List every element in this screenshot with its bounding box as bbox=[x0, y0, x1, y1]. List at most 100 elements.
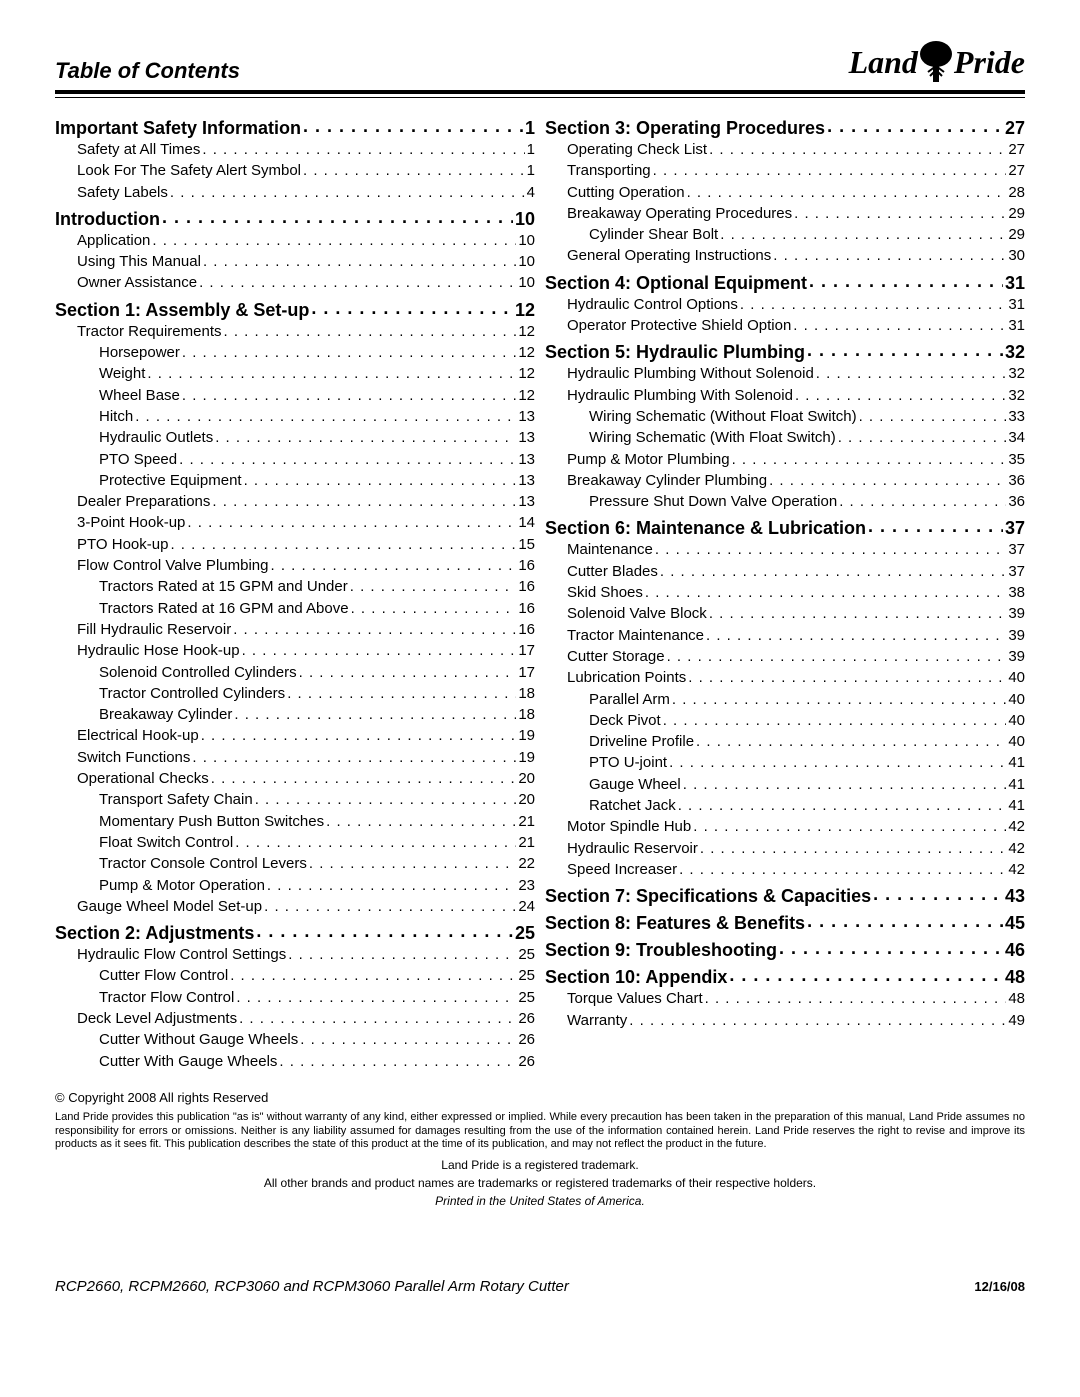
toc-page-number: 24 bbox=[518, 896, 535, 917]
toc-entry[interactable]: Hydraulic Flow Control Settings25 bbox=[55, 944, 535, 965]
toc-entry[interactable]: General Operating Instructions30 bbox=[545, 245, 1025, 266]
toc-entry[interactable]: Gauge Wheel41 bbox=[545, 774, 1025, 795]
toc-entry[interactable]: Using This Manual10 bbox=[55, 251, 535, 272]
toc-entry[interactable]: Cutter With Gauge Wheels26 bbox=[55, 1051, 535, 1072]
toc-entry[interactable]: Section 2: Adjustments25 bbox=[55, 921, 535, 944]
toc-entry[interactable]: Skid Shoes38 bbox=[545, 582, 1025, 603]
toc-entry[interactable]: Cylinder Shear Bolt29 bbox=[545, 224, 1025, 245]
toc-entry[interactable]: Section 7: Specifications & Capacities43 bbox=[545, 884, 1025, 907]
toc-entry[interactable]: Section 4: Optional Equipment31 bbox=[545, 271, 1025, 294]
toc-entry[interactable]: Hydraulic Outlets13 bbox=[55, 427, 535, 448]
toc-entry[interactable]: Wiring Schematic (Without Float Switch)3… bbox=[545, 406, 1025, 427]
toc-label: Breakaway Cylinder Plumbing bbox=[567, 470, 767, 491]
toc-entry[interactable]: Tractor Flow Control25 bbox=[55, 987, 535, 1008]
toc-entry[interactable]: Switch Functions19 bbox=[55, 747, 535, 768]
toc-entry[interactable]: Section 6: Maintenance & Lubrication37 bbox=[545, 516, 1025, 539]
toc-entry[interactable]: Protective Equipment13 bbox=[55, 470, 535, 491]
toc-entry[interactable]: Motor Spindle Hub42 bbox=[545, 816, 1025, 837]
toc-entry[interactable]: Speed Increaser42 bbox=[545, 859, 1025, 880]
toc-page-number: 35 bbox=[1008, 449, 1025, 470]
toc-entry[interactable]: Deck Pivot40 bbox=[545, 710, 1025, 731]
toc-entry[interactable]: Horsepower12 bbox=[55, 342, 535, 363]
toc-entry[interactable]: Hydraulic Control Options31 bbox=[545, 294, 1025, 315]
toc-entry[interactable]: Gauge Wheel Model Set-up24 bbox=[55, 896, 535, 917]
toc-entry[interactable]: Lubrication Points40 bbox=[545, 667, 1025, 688]
toc-entry[interactable]: Driveline Profile40 bbox=[545, 731, 1025, 752]
toc-entry[interactable]: Float Switch Control21 bbox=[55, 832, 535, 853]
toc-page-number: 23 bbox=[518, 875, 535, 896]
toc-entry[interactable]: Tractor Maintenance39 bbox=[545, 625, 1025, 646]
toc-label: Section 8: Features & Benefits bbox=[545, 913, 805, 934]
toc-entry[interactable]: Operating Check List27 bbox=[545, 139, 1025, 160]
toc-page-number: 10 bbox=[518, 272, 535, 293]
toc-entry[interactable]: Electrical Hook-up19 bbox=[55, 725, 535, 746]
toc-entry[interactable]: Section 1: Assembly & Set-up12 bbox=[55, 298, 535, 321]
toc-entry[interactable]: Solenoid Valve Block39 bbox=[545, 603, 1025, 624]
toc-leader-dots bbox=[182, 342, 516, 357]
toc-entry[interactable]: Hydraulic Plumbing With Solenoid32 bbox=[545, 385, 1025, 406]
toc-entry[interactable]: PTO Hook-up15 bbox=[55, 534, 535, 555]
toc-entry[interactable]: Ratchet Jack41 bbox=[545, 795, 1025, 816]
toc-entry[interactable]: Breakaway Cylinder18 bbox=[55, 704, 535, 725]
toc-entry[interactable]: Wheel Base12 bbox=[55, 385, 535, 406]
toc-entry[interactable]: Transport Safety Chain20 bbox=[55, 789, 535, 810]
toc-entry[interactable]: Flow Control Valve Plumbing16 bbox=[55, 555, 535, 576]
toc-entry[interactable]: Hydraulic Plumbing Without Solenoid32 bbox=[545, 363, 1025, 384]
toc-entry[interactable]: Safety at All Times1 bbox=[55, 139, 535, 160]
toc-entry[interactable]: Tractor Requirements12 bbox=[55, 321, 535, 342]
toc-entry[interactable]: Cutting Operation28 bbox=[545, 182, 1025, 203]
toc-entry[interactable]: Torque Values Chart48 bbox=[545, 988, 1025, 1009]
toc-entry[interactable]: Section 5: Hydraulic Plumbing32 bbox=[545, 340, 1025, 363]
toc-entry[interactable]: Look For The Safety Alert Symbol1 bbox=[55, 160, 535, 181]
toc-page-number: 26 bbox=[518, 1008, 535, 1029]
toc-entry[interactable]: Operational Checks20 bbox=[55, 768, 535, 789]
toc-entry[interactable]: Tractors Rated at 15 GPM and Under16 bbox=[55, 576, 535, 597]
toc-entry[interactable]: Important Safety Information1 bbox=[55, 116, 535, 139]
toc-leader-dots bbox=[729, 965, 1003, 983]
toc-entry[interactable]: Safety Labels4 bbox=[55, 182, 535, 203]
toc-entry[interactable]: Section 8: Features & Benefits45 bbox=[545, 911, 1025, 934]
toc-entry[interactable]: Tractors Rated at 16 GPM and Above16 bbox=[55, 598, 535, 619]
toc-leader-dots bbox=[170, 534, 516, 549]
toc-entry[interactable]: Weight12 bbox=[55, 363, 535, 384]
toc-label: Tractor Flow Control bbox=[99, 987, 234, 1008]
toc-entry[interactable]: Cutter Storage39 bbox=[545, 646, 1025, 667]
toc-entry[interactable]: Owner Assistance10 bbox=[55, 272, 535, 293]
toc-entry[interactable]: Warranty49 bbox=[545, 1010, 1025, 1031]
toc-entry[interactable]: Deck Level Adjustments26 bbox=[55, 1008, 535, 1029]
toc-entry[interactable]: Breakaway Cylinder Plumbing36 bbox=[545, 470, 1025, 491]
toc-entry[interactable]: Tractor Controlled Cylinders18 bbox=[55, 683, 535, 704]
toc-entry[interactable]: Hydraulic Reservoir42 bbox=[545, 838, 1025, 859]
toc-entry[interactable]: Introduction10 bbox=[55, 207, 535, 230]
toc-entry[interactable]: Fill Hydraulic Reservoir16 bbox=[55, 619, 535, 640]
toc-entry[interactable]: Tractor Console Control Levers22 bbox=[55, 853, 535, 874]
toc-entry[interactable]: Dealer Preparations13 bbox=[55, 491, 535, 512]
toc-entry[interactable]: Hydraulic Hose Hook-up17 bbox=[55, 640, 535, 661]
toc-entry[interactable]: Section 10: Appendix48 bbox=[545, 965, 1025, 988]
toc-entry[interactable]: Maintenance37 bbox=[545, 539, 1025, 560]
toc-page-number: 13 bbox=[518, 406, 535, 427]
toc-entry[interactable]: PTO Speed13 bbox=[55, 449, 535, 470]
toc-entry[interactable]: Section 9: Troubleshooting46 bbox=[545, 938, 1025, 961]
toc-page-number: 13 bbox=[518, 449, 535, 470]
toc-entry[interactable]: Pressure Shut Down Valve Operation36 bbox=[545, 491, 1025, 512]
toc-entry[interactable]: Cutter Without Gauge Wheels26 bbox=[55, 1029, 535, 1050]
toc-entry[interactable]: Pump & Motor Plumbing35 bbox=[545, 449, 1025, 470]
toc-entry[interactable]: Transporting27 bbox=[545, 160, 1025, 181]
toc-entry[interactable]: 3-Point Hook-up14 bbox=[55, 512, 535, 533]
toc-entry[interactable]: Cutter Blades37 bbox=[545, 561, 1025, 582]
toc-entry[interactable]: Parallel Arm40 bbox=[545, 689, 1025, 710]
toc-entry[interactable]: Hitch13 bbox=[55, 406, 535, 427]
toc-entry[interactable]: Operator Protective Shield Option31 bbox=[545, 315, 1025, 336]
toc-entry[interactable]: Pump & Motor Operation23 bbox=[55, 875, 535, 896]
toc-entry[interactable]: Wiring Schematic (With Float Switch)34 bbox=[545, 427, 1025, 448]
toc-entry[interactable]: Cutter Flow Control25 bbox=[55, 965, 535, 986]
toc-entry[interactable]: PTO U-joint41 bbox=[545, 752, 1025, 773]
toc-entry[interactable]: Solenoid Controlled Cylinders17 bbox=[55, 662, 535, 683]
toc-entry[interactable]: Breakaway Operating Procedures29 bbox=[545, 203, 1025, 224]
toc-page-number: 1 bbox=[525, 118, 535, 139]
toc-entry[interactable]: Application10 bbox=[55, 230, 535, 251]
toc-entry[interactable]: Momentary Push Button Switches21 bbox=[55, 811, 535, 832]
toc-label: General Operating Instructions bbox=[567, 245, 771, 266]
toc-entry[interactable]: Section 3: Operating Procedures27 bbox=[545, 116, 1025, 139]
